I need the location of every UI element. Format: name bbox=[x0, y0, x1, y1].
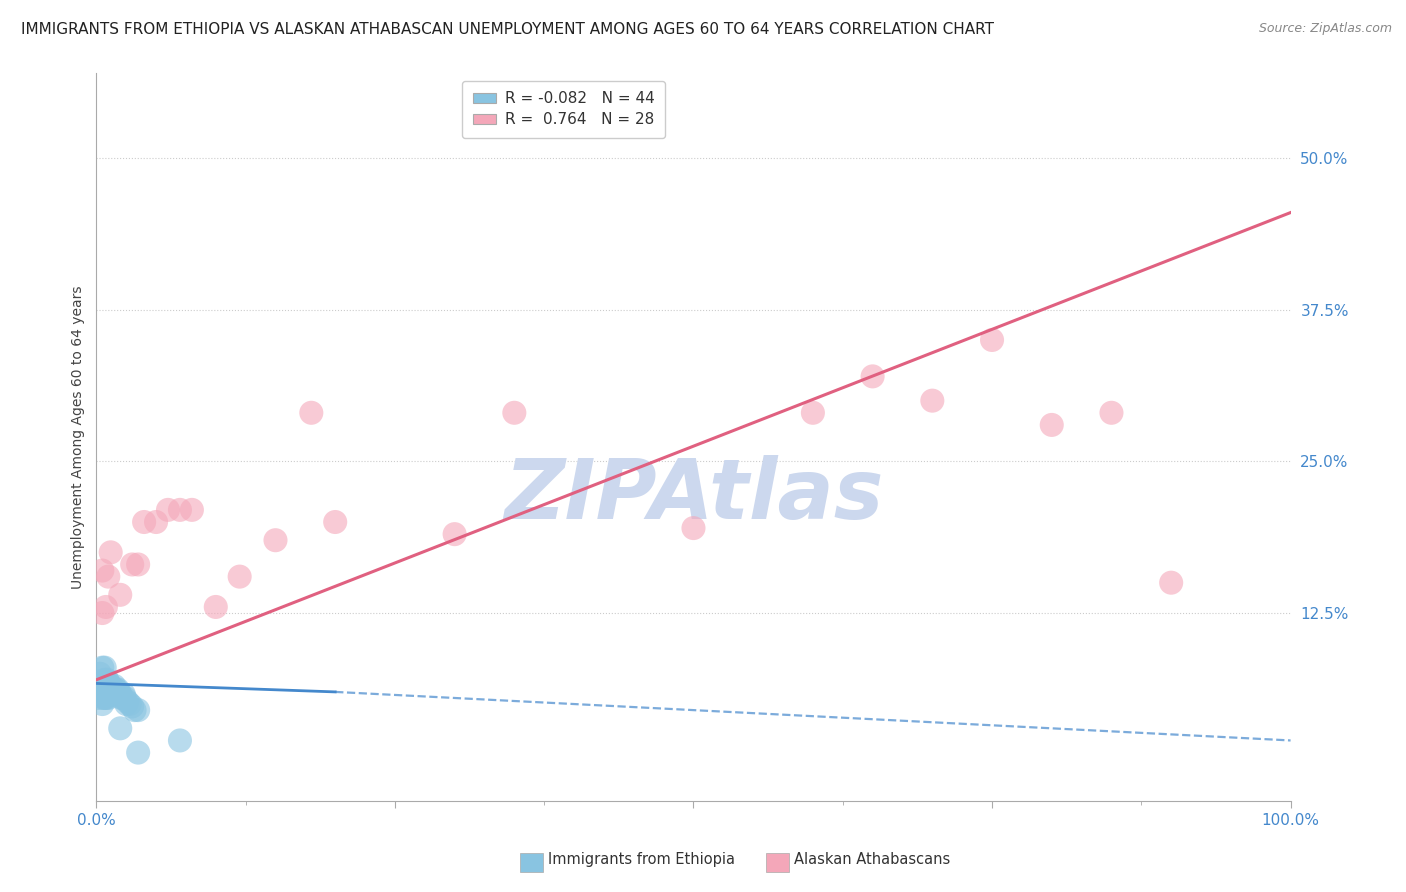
Point bbox=[127, 746, 149, 760]
Point bbox=[103, 685, 125, 699]
Text: ZIPAtlas: ZIPAtlas bbox=[503, 455, 883, 536]
Point bbox=[121, 699, 143, 714]
Point bbox=[98, 685, 121, 699]
Point bbox=[443, 527, 465, 541]
Point bbox=[145, 515, 167, 529]
Point bbox=[93, 690, 115, 705]
Point bbox=[89, 685, 111, 699]
Point bbox=[1040, 417, 1063, 432]
Point bbox=[134, 515, 156, 529]
Point bbox=[180, 503, 202, 517]
Point bbox=[100, 687, 122, 701]
Point bbox=[90, 679, 112, 693]
Point bbox=[91, 697, 114, 711]
Point bbox=[112, 687, 135, 701]
Point bbox=[97, 685, 120, 699]
Point bbox=[115, 697, 138, 711]
Point bbox=[110, 687, 132, 701]
Point bbox=[100, 545, 122, 559]
Point bbox=[127, 558, 149, 572]
Point bbox=[110, 588, 132, 602]
Point bbox=[118, 697, 141, 711]
Point bbox=[114, 690, 136, 705]
Text: Source: ZipAtlas.com: Source: ZipAtlas.com bbox=[1258, 22, 1392, 36]
Point bbox=[127, 703, 149, 717]
Y-axis label: Unemployment Among Ages 60 to 64 years: Unemployment Among Ages 60 to 64 years bbox=[72, 285, 86, 589]
Point bbox=[97, 690, 120, 705]
Point bbox=[94, 690, 117, 705]
Point bbox=[228, 569, 250, 583]
Point bbox=[93, 673, 115, 687]
Point bbox=[93, 679, 115, 693]
Point bbox=[169, 503, 191, 517]
Point bbox=[101, 682, 124, 697]
Point bbox=[91, 606, 114, 620]
Point bbox=[156, 503, 179, 517]
Point bbox=[103, 679, 125, 693]
Point bbox=[91, 564, 114, 578]
Text: Alaskan Athabascans: Alaskan Athabascans bbox=[794, 852, 950, 867]
Point bbox=[96, 673, 118, 687]
Point bbox=[862, 369, 884, 384]
Point bbox=[323, 515, 346, 529]
Point bbox=[801, 406, 824, 420]
Point bbox=[93, 690, 115, 705]
Point bbox=[264, 533, 287, 548]
Point bbox=[94, 599, 117, 614]
Point bbox=[94, 679, 117, 693]
Point bbox=[108, 685, 131, 699]
Point bbox=[91, 685, 114, 699]
Point bbox=[100, 679, 122, 693]
Point bbox=[121, 558, 143, 572]
Point bbox=[97, 569, 120, 583]
Point bbox=[204, 599, 226, 614]
Point bbox=[91, 660, 114, 674]
Point bbox=[105, 687, 128, 701]
Point bbox=[87, 690, 110, 705]
Text: Immigrants from Ethiopia: Immigrants from Ethiopia bbox=[548, 852, 735, 867]
Point bbox=[124, 703, 146, 717]
Text: IMMIGRANTS FROM ETHIOPIA VS ALASKAN ATHABASCAN UNEMPLOYMENT AMONG AGES 60 TO 64 : IMMIGRANTS FROM ETHIOPIA VS ALASKAN ATHA… bbox=[21, 22, 994, 37]
Point bbox=[107, 682, 129, 697]
Point bbox=[96, 685, 118, 699]
Point bbox=[110, 690, 132, 705]
Point bbox=[111, 690, 134, 705]
Legend: R = -0.082   N = 44, R =  0.764   N = 28: R = -0.082 N = 44, R = 0.764 N = 28 bbox=[463, 80, 665, 138]
Point bbox=[93, 660, 115, 674]
Point bbox=[921, 393, 943, 408]
Point bbox=[299, 406, 322, 420]
Point bbox=[981, 333, 1004, 347]
Point bbox=[110, 722, 132, 736]
Point bbox=[1160, 575, 1182, 590]
Point bbox=[104, 682, 127, 697]
Point bbox=[117, 695, 139, 709]
Point bbox=[1101, 406, 1123, 420]
Point bbox=[101, 685, 124, 699]
Point bbox=[682, 521, 704, 535]
Point bbox=[97, 675, 120, 690]
Point bbox=[89, 666, 111, 681]
Point bbox=[503, 406, 526, 420]
Point bbox=[169, 733, 191, 747]
